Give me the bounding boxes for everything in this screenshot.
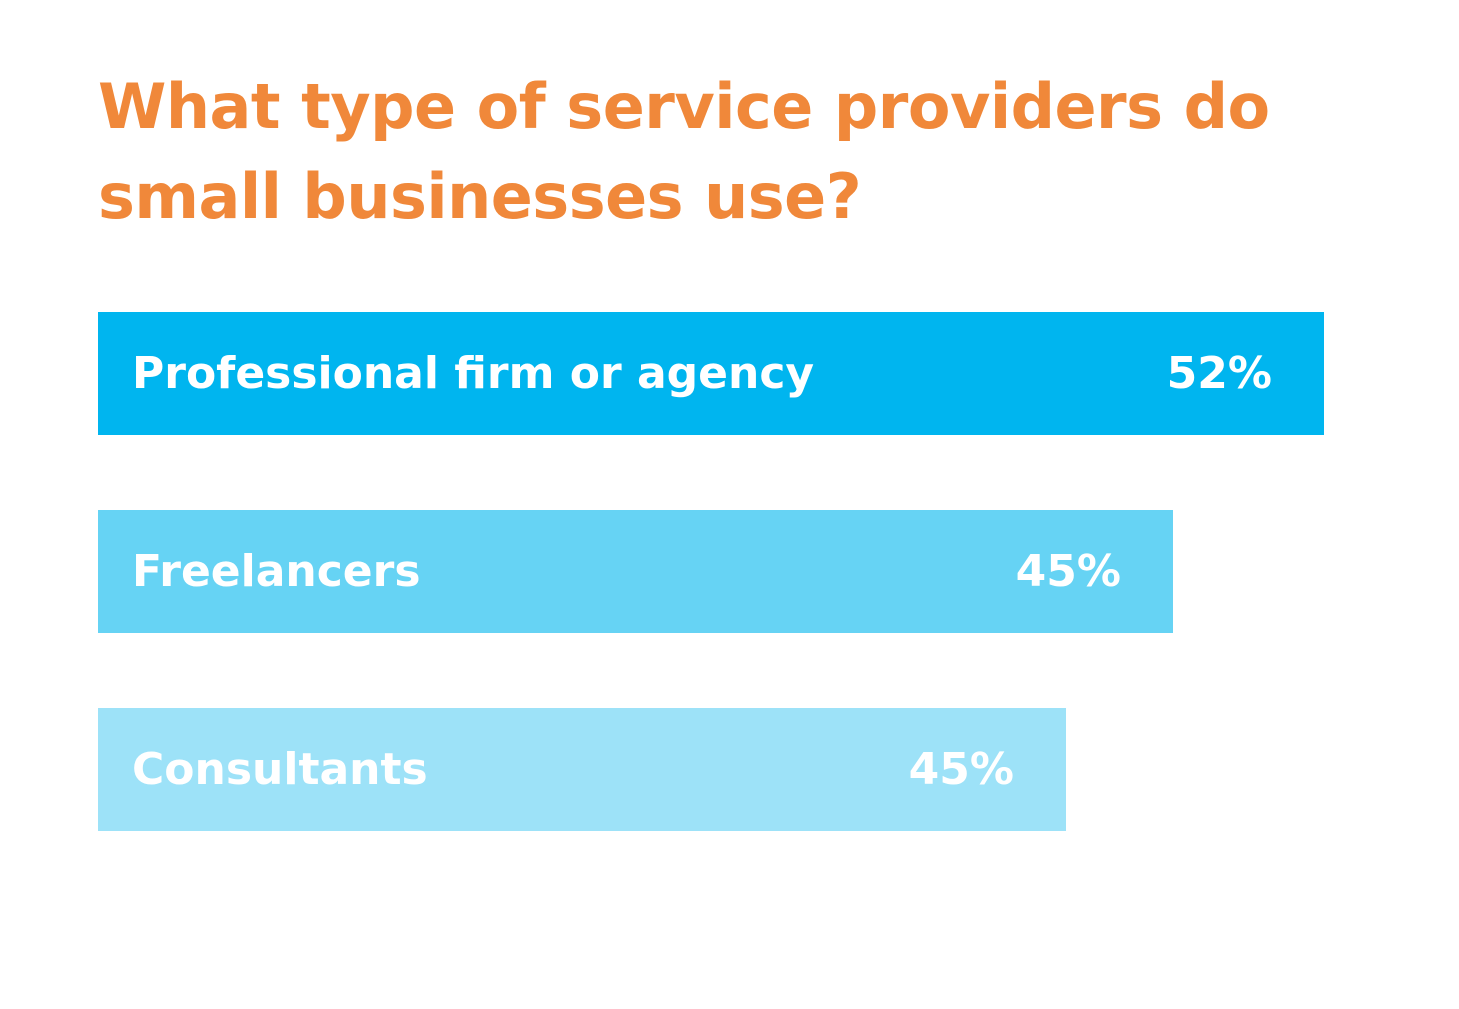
- bar-value-label: 52%: [1166, 348, 1272, 399]
- bar-label: Professional firm or agency: [132, 348, 815, 399]
- bar-value-label: 45%: [908, 744, 1014, 795]
- bar-value-label: 45%: [1015, 546, 1121, 597]
- chart-title: What type of service providers do small …: [98, 70, 1270, 233]
- bar: Freelancers 45%: [98, 510, 1173, 633]
- bar: Professional firm or agency 52%: [98, 312, 1324, 435]
- bar: Consultants 45%: [98, 708, 1066, 831]
- bar-label: Consultants: [132, 744, 428, 795]
- bar-label: Freelancers: [132, 546, 421, 597]
